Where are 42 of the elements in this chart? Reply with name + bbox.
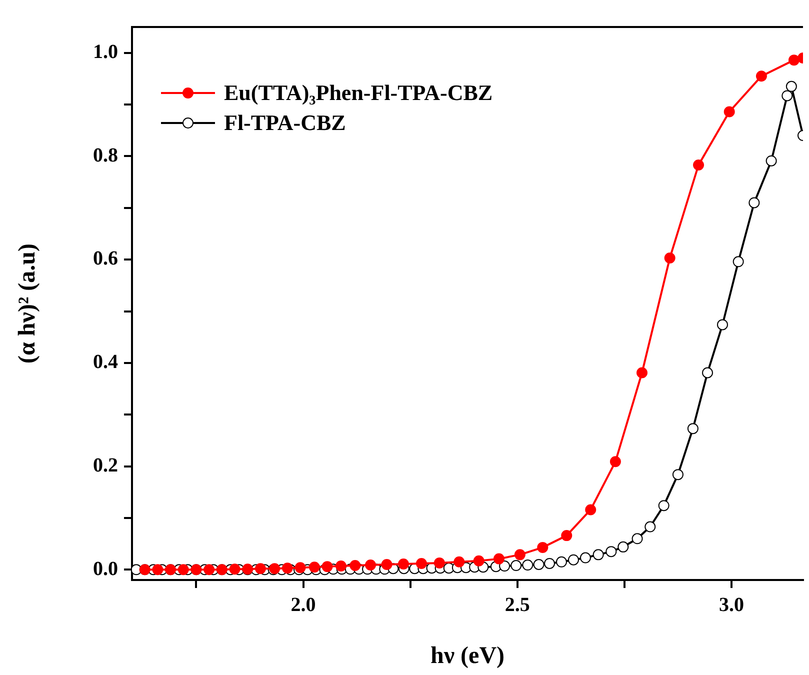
point <box>398 558 409 570</box>
y-tick-label: 0.8 <box>93 144 118 166</box>
point <box>537 542 548 553</box>
point <box>788 54 800 66</box>
y-tick-label: 0.4 <box>93 351 118 374</box>
point <box>514 549 526 560</box>
point <box>365 560 376 571</box>
point <box>350 560 361 572</box>
point <box>178 564 189 576</box>
point <box>335 560 346 572</box>
point <box>152 564 164 576</box>
point <box>610 456 621 468</box>
x-tick-label: 2.0 <box>290 594 316 616</box>
point <box>756 70 767 82</box>
legend-label: Eu(TTA)₃Phen-Fl-TPA-CBZ <box>224 80 493 106</box>
point <box>561 530 572 542</box>
point <box>416 558 427 569</box>
y-tick-label: 0.6 <box>93 248 118 270</box>
point <box>724 106 735 118</box>
x-tick-label: 3.0 <box>718 594 744 616</box>
point <box>254 563 266 574</box>
y-tick-label: 1.0 <box>93 41 118 64</box>
point <box>434 557 445 568</box>
y-tick-label: 0.0 <box>93 558 118 580</box>
point <box>229 564 240 575</box>
point <box>493 553 504 564</box>
point <box>381 558 392 570</box>
point <box>322 561 333 572</box>
point <box>585 504 596 516</box>
point <box>473 555 484 566</box>
x-axis-title: hν (eV) <box>430 642 505 669</box>
x-tick-label: 2.5 <box>504 594 530 616</box>
point <box>636 367 648 378</box>
point <box>454 556 465 568</box>
point <box>664 252 676 264</box>
legend-label: Fl-TPA-CBZ <box>224 110 346 136</box>
point <box>308 562 320 573</box>
y-tick-label: 0.2 <box>93 454 118 476</box>
point <box>204 564 215 576</box>
point <box>282 562 293 574</box>
y-axis-title: (α hν)² (a.u) <box>14 244 41 364</box>
point <box>693 159 704 170</box>
